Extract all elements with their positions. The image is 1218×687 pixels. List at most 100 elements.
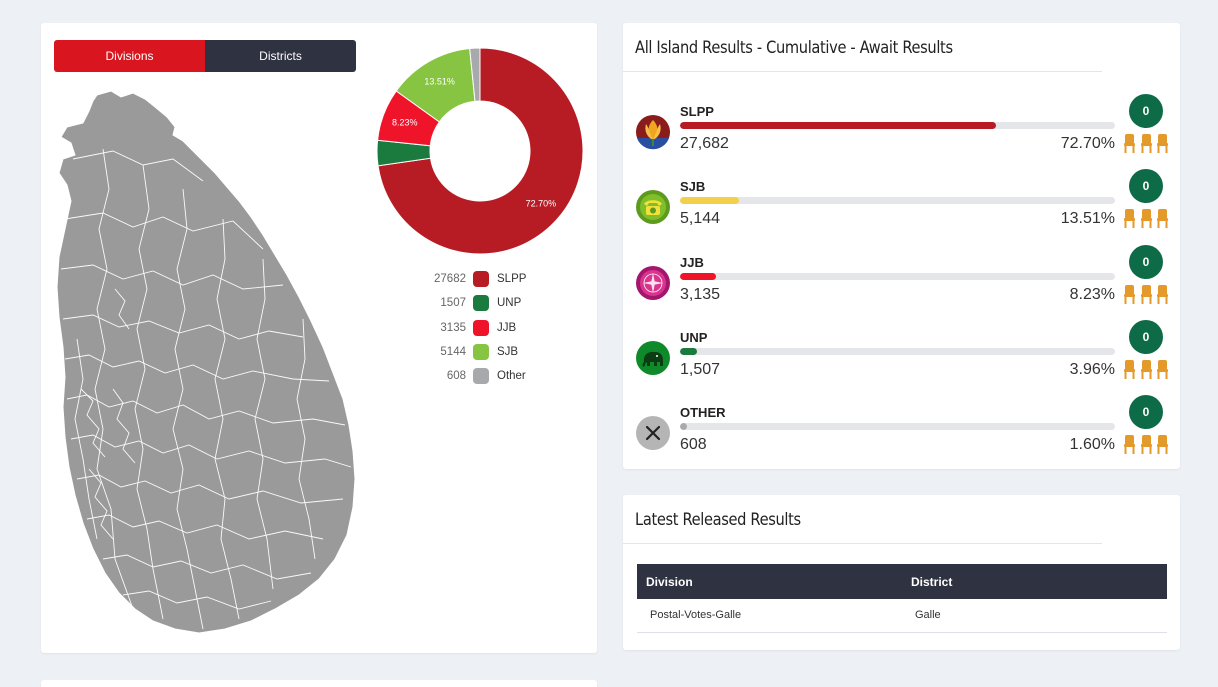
results-title: All Island Results - Cumulative - Await …: [623, 23, 1103, 72]
legend-name: Other: [497, 370, 526, 383]
vote-share-bar: [680, 423, 1115, 430]
donut-label-sjb: 13.51%: [424, 76, 455, 86]
legend-item[interactable]: 3135 JJB: [411, 316, 591, 340]
party-percentage: 3.96%: [1069, 361, 1115, 378]
party-row-slpp[interactable]: SLPP 27,682 72.70% 0: [635, 94, 1169, 168]
telephone-icon: [635, 189, 671, 225]
chair-icon: [1140, 434, 1153, 454]
seat-count-badge: 0: [1129, 395, 1163, 429]
party-votes: 3,135: [680, 286, 721, 303]
all-island-results-card: All Island Results - Cumulative - Await …: [623, 23, 1180, 469]
party-row-other[interactable]: OTHER 608 1.60% 0: [635, 395, 1169, 469]
chair-icon: [1156, 434, 1169, 454]
chair-icon: [1123, 208, 1136, 228]
party-row-jjb[interactable]: JJB 3,135 8.23% 0: [635, 245, 1169, 319]
party-percentage: 8.23%: [1069, 286, 1115, 303]
chair-icon: [1123, 284, 1136, 304]
donut-label-jjb: 8.23%: [392, 117, 418, 127]
table-row[interactable]: Postal-Votes-Galle Galle: [637, 599, 1167, 633]
party-votes: 5,144: [680, 210, 721, 227]
chair-icon: [1156, 208, 1169, 228]
party-percentage: 1.60%: [1069, 436, 1115, 453]
chair-icon: [1140, 133, 1153, 153]
party-percentage: 13.51%: [1060, 210, 1115, 227]
close-icon: [635, 415, 671, 451]
flower-icon: [635, 114, 671, 150]
chair-icon: [1156, 133, 1169, 153]
party-name: SJB: [680, 179, 706, 194]
seat-chairs: [1123, 359, 1169, 379]
party-votes: 27,682: [680, 135, 729, 152]
vote-share-bar: [680, 273, 1115, 280]
legend-value: 1507: [440, 297, 466, 310]
chair-icon: [1140, 359, 1153, 379]
legend-item[interactable]: 27682 SLPP: [411, 267, 591, 291]
vote-share-bar-fill: [680, 348, 698, 355]
party-name: UNP: [680, 330, 708, 345]
division-cell: Postal-Votes-Galle: [637, 599, 902, 633]
compass-icon: [635, 265, 671, 301]
legend-name: UNP: [497, 297, 522, 310]
vote-share-bar-fill: [680, 197, 739, 204]
latest-results-table: Division District Postal-Votes-Galle Gal…: [637, 564, 1167, 633]
division-borders: [60, 148, 352, 630]
district-cell: Galle: [902, 599, 1167, 633]
donut-slice-other[interactable]: [469, 47, 481, 102]
latest-results-card: Latest Released Results Division Distric…: [623, 495, 1180, 650]
legend-name: JJB: [497, 321, 517, 334]
chair-icon: [1156, 284, 1169, 304]
vote-share-bar: [680, 197, 1115, 204]
map-tabs: Divisions Districts: [54, 40, 356, 72]
legend-item[interactable]: 1507 UNP: [411, 291, 591, 315]
vote-share-bar-fill: [680, 122, 997, 129]
seat-count-badge: 0: [1129, 94, 1163, 128]
vote-share-bar: [680, 122, 1115, 129]
chair-icon: [1123, 434, 1136, 454]
party-row-unp[interactable]: UNP 1,507 3.96% 0: [635, 320, 1169, 394]
legend-name: SJB: [497, 346, 519, 359]
legend-swatch: [473, 368, 489, 385]
map-card: Divisions Districts: [41, 23, 597, 653]
seat-count-badge: 0: [1129, 169, 1163, 203]
party-row-sjb[interactable]: SJB 5,144 13.51% 0: [635, 169, 1169, 243]
party-name: OTHER: [680, 405, 726, 420]
chair-icon: [1156, 359, 1169, 379]
legend-swatch: [473, 344, 489, 361]
vote-donut-chart[interactable]: 72.70% 8.23% 13.51%: [376, 47, 584, 255]
tab-districts[interactable]: Districts: [205, 40, 356, 72]
donut-slice-slpp[interactable]: [377, 47, 584, 255]
sri-lanka-map[interactable]: [53, 89, 358, 637]
party-name: SLPP: [680, 104, 714, 119]
legend-value: 27682: [434, 273, 466, 286]
legend-swatch: [473, 271, 489, 288]
legend-name: SLPP: [497, 273, 527, 286]
seat-chairs: [1123, 133, 1169, 153]
legend-swatch: [473, 319, 489, 336]
column-header-district: District: [902, 564, 1167, 599]
legend-value: 608: [446, 370, 466, 383]
elephant-icon: [635, 340, 671, 376]
column-header-division: Division: [637, 564, 902, 599]
party-percentage: 72.70%: [1060, 135, 1115, 152]
bottom-card: [41, 680, 597, 687]
latest-title: Latest Released Results: [623, 495, 1103, 544]
tab-divisions[interactable]: Divisions: [54, 40, 205, 72]
chair-icon: [1123, 359, 1136, 379]
legend-item[interactable]: 5144 SJB: [411, 340, 591, 364]
legend-swatch: [473, 295, 489, 312]
chair-icon: [1140, 208, 1153, 228]
vote-share-bar-fill: [680, 423, 687, 430]
seat-chairs: [1123, 434, 1169, 454]
party-votes: 1,507: [680, 361, 721, 378]
chair-icon: [1140, 284, 1153, 304]
seat-chairs: [1123, 284, 1169, 304]
donut-label-slpp: 72.70%: [526, 199, 557, 209]
seat-count-badge: 0: [1129, 245, 1163, 279]
seat-count-badge: 0: [1129, 320, 1163, 354]
chair-icon: [1123, 133, 1136, 153]
vote-share-bar-fill: [680, 273, 716, 280]
party-name: JJB: [680, 255, 704, 270]
party-votes: 608: [680, 436, 707, 453]
vote-share-bar: [680, 348, 1115, 355]
legend-item[interactable]: 608 Other: [411, 364, 591, 388]
